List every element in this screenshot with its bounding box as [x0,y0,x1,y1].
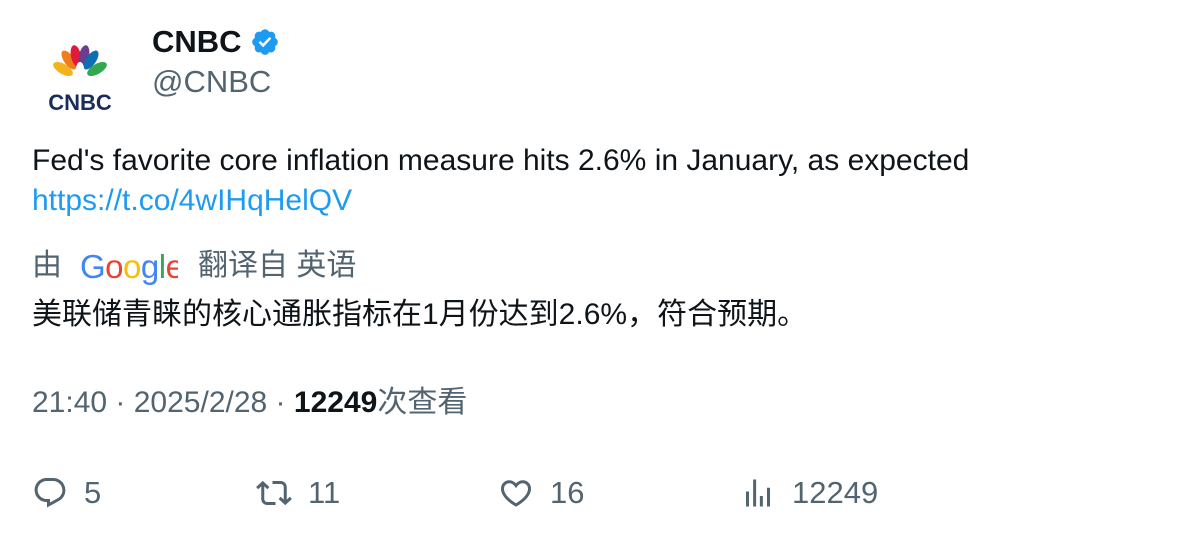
views-action-count: 12249 [792,475,879,510]
like-button[interactable]: 16 [498,470,584,516]
views-label: 次查看 [377,386,468,419]
tweet-date[interactable]: 2025/2/28 [133,386,268,419]
reply-count: 5 [84,475,102,510]
like-count: 16 [550,475,585,510]
translation-attribution: 由 Google 翻译自 英语 [32,246,356,286]
action-bar: 5 11 16 12249 [32,470,1172,516]
reply-button[interactable]: 5 [32,470,101,516]
translated-text: 美联储青睐的核心通胀指标在1月份达到2.6%，符合预期。 [32,298,808,331]
author-name-row[interactable]: CNBC [152,22,280,62]
analytics-icon [746,479,770,507]
reply-icon [34,478,66,508]
heart-icon [500,480,532,507]
google-wordmark: Google [80,248,178,285]
cnbc-logo: CNBC [48,45,112,115]
author-handle[interactable]: @CNBC [152,64,272,99]
tweet-body: Fed's favorite core inflation measure hi… [32,144,970,177]
tweet-time[interactable]: 21:40 [32,386,108,419]
verified-badge-icon [250,27,280,57]
translation-prefix: 由 [32,249,62,282]
tweet-meta: 21:40 · 2025/2/28 · 12249次查看 [32,383,467,423]
google-logo: Google [80,246,184,286]
display-name[interactable]: CNBC [152,24,242,59]
svg-text:CNBC: CNBC [48,90,112,114]
views-count: 12249 [293,386,378,419]
meta-separator-1: · [107,386,134,419]
avatar[interactable]: CNBC [40,34,120,115]
meta-separator-2: · [267,386,294,419]
views-button[interactable]: 12249 [740,470,878,516]
retweet-count: 11 [308,475,341,510]
translation-suffix: 翻译自 英语 [198,249,357,282]
tweet-link[interactable]: https://t.co/4wIHqHelQV [32,184,353,217]
retweet-icon [256,480,292,506]
retweet-button[interactable]: 11 [256,470,340,516]
tweet-text: Fed's favorite core inflation measure hi… [32,141,1172,221]
